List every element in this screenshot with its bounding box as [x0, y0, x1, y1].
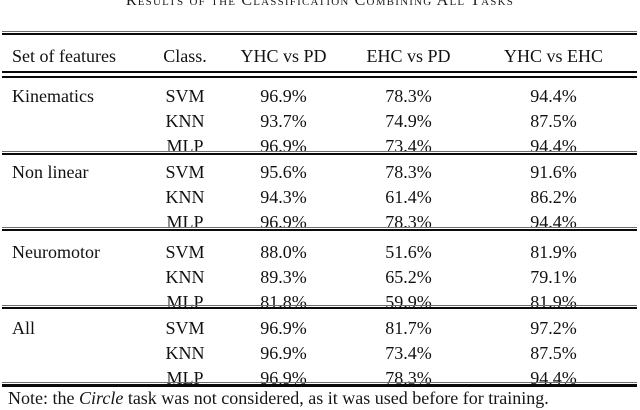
feature-set-label: Non linear	[12, 162, 89, 182]
rule-below-header	[2, 71, 637, 78]
ehc-vs-pd-value: 51.6%	[385, 242, 432, 262]
table-row: KNN 89.3% 65.2% 79.1%	[2, 265, 637, 290]
table-header-row: Set of features Class. YHC vs PD EHC vs …	[2, 44, 637, 68]
feature-set-label: Neuromotor	[12, 242, 100, 262]
classifier-label: KNN	[165, 343, 205, 363]
yhc-vs-ehc-value: 94.4%	[530, 368, 577, 388]
classifier-label: SVM	[165, 242, 205, 262]
yhc-vs-ehc-value: 87.5%	[530, 343, 577, 363]
yhc-vs-pd-value: 95.6%	[260, 162, 307, 182]
rule-group-separator	[2, 305, 637, 309]
table-footnote: Note: the Circle task was not considered…	[8, 388, 636, 409]
rule-group-separator	[2, 227, 637, 231]
classifier-label: KNN	[165, 267, 205, 287]
ehc-vs-pd-value: 78.3%	[385, 368, 432, 388]
yhc-vs-ehc-value: 91.6%	[530, 162, 577, 182]
feature-set-label	[2, 210, 150, 235]
header-yhc-vs-pd: YHC vs PD	[240, 46, 327, 66]
ehc-vs-pd-value: 78.3%	[385, 86, 432, 106]
rule-group-separator	[2, 151, 637, 155]
header-ehc-vs-pd: EHC vs PD	[366, 46, 451, 66]
ehc-vs-pd-value: 59.9%	[385, 292, 432, 312]
ehc-vs-pd-value: 74.9%	[385, 111, 432, 131]
header-yhc-vs-ehc: YHC vs EHC	[503, 46, 603, 66]
yhc-vs-pd-value: 96.9%	[260, 368, 307, 388]
classifier-label: MLP	[166, 136, 204, 156]
classifier-label: MLP	[166, 292, 204, 312]
yhc-vs-ehc-value: 94.4%	[530, 212, 577, 232]
yhc-vs-ehc-value: 94.4%	[530, 136, 577, 156]
yhc-vs-pd-value: 89.3%	[260, 267, 307, 287]
yhc-vs-ehc-value: 94.4%	[530, 86, 577, 106]
table-row: All SVM 96.9% 81.7% 97.2%	[2, 316, 637, 341]
ehc-vs-pd-value: 73.4%	[385, 136, 432, 156]
table-row: Kinematics SVM 96.9% 78.3% 94.4%	[2, 84, 637, 109]
feature-set-label: All	[12, 318, 36, 338]
feature-set-label: Kinematics	[12, 86, 94, 106]
table-row: MLP 96.9% 78.3% 94.4%	[2, 366, 637, 391]
footnote-text: Note: the	[8, 388, 79, 408]
yhc-vs-pd-value: 94.3%	[260, 187, 307, 207]
feature-set-label	[2, 134, 150, 159]
yhc-vs-pd-value: 96.9%	[260, 136, 307, 156]
classifier-label: SVM	[165, 162, 205, 182]
table-row: KNN 93.7% 74.9% 87.5%	[2, 109, 637, 134]
footnote-italic-task-name: Circle	[78, 388, 124, 408]
yhc-vs-pd-value: 81.8%	[260, 292, 307, 312]
feature-set-label	[2, 109, 150, 134]
yhc-vs-pd-value: 93.7%	[260, 111, 307, 131]
yhc-vs-pd-value: 96.9%	[260, 86, 307, 106]
yhc-vs-ehc-value: 81.9%	[530, 242, 577, 262]
yhc-vs-pd-value: 96.9%	[260, 318, 307, 338]
yhc-vs-ehc-value: 87.5%	[530, 111, 577, 131]
classifier-label: KNN	[165, 111, 205, 131]
yhc-vs-ehc-value: 86.2%	[530, 187, 577, 207]
rule-bottom	[2, 382, 637, 387]
yhc-vs-ehc-value: 79.1%	[530, 267, 577, 287]
table-row: MLP 96.9% 78.3% 94.4%	[2, 210, 637, 235]
feature-set-label	[2, 290, 150, 315]
header-classifier: Class.	[163, 46, 207, 66]
header-set-of-features: Set of features	[12, 46, 116, 66]
yhc-vs-ehc-value: 81.9%	[530, 292, 577, 312]
ehc-vs-pd-value: 73.4%	[385, 343, 432, 363]
classifier-label: SVM	[165, 86, 205, 106]
rule-top	[2, 31, 637, 35]
classifier-label: KNN	[165, 187, 205, 207]
table-caption: Results of the Classification Combining …	[125, 0, 515, 9]
feature-set-label	[2, 265, 150, 290]
yhc-vs-ehc-value: 97.2%	[530, 318, 577, 338]
table-row: KNN 96.9% 73.4% 87.5%	[2, 341, 637, 366]
feature-set-label	[2, 341, 150, 366]
yhc-vs-pd-value: 96.9%	[260, 343, 307, 363]
ehc-vs-pd-value: 61.4%	[385, 187, 432, 207]
ehc-vs-pd-value: 78.3%	[385, 162, 432, 182]
ehc-vs-pd-value: 65.2%	[385, 267, 432, 287]
yhc-vs-pd-value: 96.9%	[260, 212, 307, 232]
table-row: Neuromotor SVM 88.0% 51.6% 81.9%	[2, 240, 637, 265]
footnote-text: task was not considered, as it was used …	[123, 388, 549, 408]
yhc-vs-pd-value: 88.0%	[260, 242, 307, 262]
table-row: MLP 81.8% 59.9% 81.9%	[2, 290, 637, 315]
table-row: KNN 94.3% 61.4% 86.2%	[2, 185, 637, 210]
ehc-vs-pd-value: 81.7%	[385, 318, 432, 338]
classifier-label: MLP	[166, 212, 204, 232]
classifier-label: MLP	[166, 368, 204, 388]
ehc-vs-pd-value: 78.3%	[385, 212, 432, 232]
feature-set-label	[2, 185, 150, 210]
table-row: MLP 96.9% 73.4% 94.4%	[2, 134, 637, 159]
table-row: Non linear SVM 95.6% 78.3% 91.6%	[2, 160, 637, 185]
classifier-label: SVM	[165, 318, 205, 338]
